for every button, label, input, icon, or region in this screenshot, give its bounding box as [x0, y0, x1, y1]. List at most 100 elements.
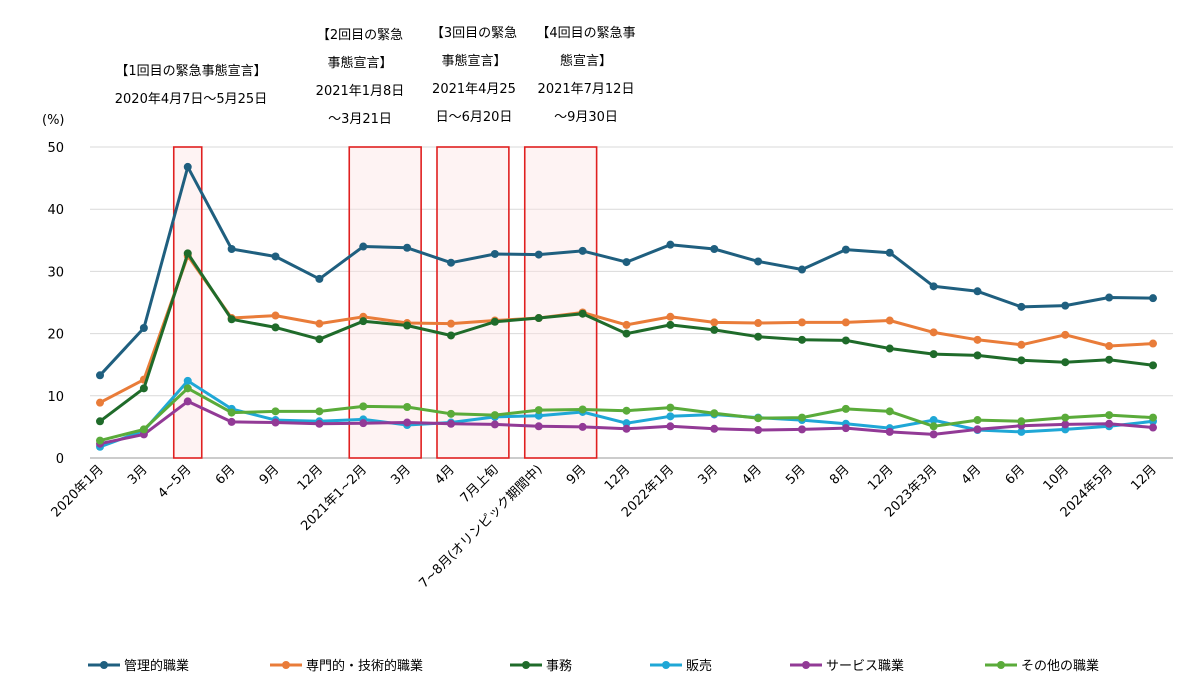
data-point: [1149, 423, 1157, 432]
data-point: [578, 422, 587, 431]
x-tick-label: 12月: [295, 462, 326, 493]
data-point: [1149, 294, 1157, 303]
annotation-line: ～3月21日: [328, 112, 392, 127]
data-point: [1061, 358, 1070, 367]
data-point: [315, 407, 324, 416]
data-point: [534, 314, 543, 323]
annotation-emergency-2: 【2回目の緊急 事態宣言】 2021年1月8日 ～3月21日: [300, 22, 420, 134]
data-point: [798, 265, 806, 274]
x-tick-label: 4月: [432, 462, 458, 488]
data-point: [447, 419, 455, 428]
data-point: [359, 317, 368, 326]
data-point: [227, 408, 236, 417]
data-point: [666, 412, 675, 421]
data-point: [973, 351, 982, 360]
data-point: [271, 323, 280, 332]
data-point: [534, 250, 543, 259]
data-point: [1061, 413, 1070, 422]
annotation-emergency-3: 【3回目の緊急 事態宣言】 2021年4月25 日～6月20日: [418, 20, 530, 132]
data-point: [973, 425, 982, 434]
data-point: [710, 245, 719, 254]
data-point: [666, 422, 675, 431]
annotation-emergency-4: 【4回目の緊急事 態宣言】 2021年7月12日 ～9月30日: [526, 20, 646, 132]
data-point: [271, 418, 280, 427]
y-tick-label: 0: [56, 452, 64, 467]
data-point: [403, 243, 412, 252]
data-point: [841, 245, 850, 254]
data-point: [710, 325, 719, 334]
data-point: [841, 424, 850, 433]
data-point: [929, 350, 938, 359]
data-point: [96, 417, 104, 426]
x-tick-label: 12月: [1128, 462, 1159, 493]
data-point: [754, 426, 763, 435]
data-point: [1149, 361, 1157, 370]
y-tick-label: 50: [47, 141, 64, 156]
data-point: [403, 402, 412, 411]
data-point: [403, 321, 412, 330]
data-point: [885, 248, 894, 257]
emergency-period-box: [348, 146, 422, 459]
annotation-line: 日～6月20日: [435, 110, 513, 125]
annotation-line: 【3回目の緊急: [430, 26, 518, 41]
annotation-line: 【1回目の緊急事態宣言】: [115, 64, 267, 79]
x-tick-label: 12月: [865, 462, 896, 493]
data-point: [359, 402, 368, 411]
x-tick-label: 3月: [388, 462, 414, 488]
data-point: [139, 324, 148, 333]
x-tick-label: 8月: [827, 462, 853, 488]
data-point: [929, 422, 938, 431]
data-point: [139, 384, 148, 393]
y-axis-label: (%): [42, 113, 65, 128]
data-point: [885, 316, 894, 325]
data-point: [666, 403, 675, 412]
data-point: [622, 424, 631, 433]
data-point: [841, 404, 850, 413]
series-line: [99, 254, 1154, 404]
data-point: [754, 332, 763, 341]
x-tick-label: 4月: [739, 462, 765, 488]
data-point: [885, 344, 894, 353]
data-point: [1017, 356, 1026, 365]
x-tick-label: 9月: [257, 462, 283, 488]
data-point: [710, 409, 719, 418]
data-point: [315, 419, 324, 428]
annotation-line: 態宣言】: [559, 54, 612, 69]
legend-label: 管理的職業: [124, 658, 189, 674]
data-point: [315, 335, 324, 344]
y-tick-label: 40: [47, 203, 64, 218]
data-point: [798, 413, 806, 422]
data-point: [666, 240, 675, 249]
data-point: [183, 397, 192, 406]
data-point: [183, 249, 192, 258]
data-point: [183, 384, 192, 393]
x-tick-label: 6月: [1003, 462, 1029, 488]
annotation-line: 事態宣言】: [441, 54, 507, 69]
data-point: [447, 319, 455, 328]
data-point: [666, 312, 675, 321]
data-point: [227, 245, 236, 254]
data-point: [754, 257, 763, 266]
data-point: [841, 336, 850, 345]
data-point: [1105, 355, 1114, 364]
legend-swatch-marker: [997, 661, 1005, 669]
data-point: [1017, 340, 1026, 349]
emergency-period-box: [436, 146, 510, 459]
data-point: [929, 328, 938, 337]
legend-label: 専門的・技術的職業: [306, 658, 423, 674]
legend-label: 事務: [546, 659, 572, 674]
legend-swatch-marker: [522, 661, 530, 669]
data-point: [973, 287, 982, 296]
data-point: [1017, 417, 1026, 426]
y-tick-label: 10: [47, 390, 64, 405]
legend-label: サービス職業: [826, 658, 904, 674]
x-tick-label: 5月: [783, 462, 809, 488]
legend-swatch-marker: [662, 661, 670, 669]
data-point: [1017, 427, 1026, 436]
data-point: [271, 311, 280, 320]
annotation-line: 2021年7月12日: [537, 82, 635, 97]
legend-swatch-marker: [100, 661, 108, 669]
legend-swatch-marker: [282, 661, 290, 669]
data-point: [271, 252, 280, 261]
